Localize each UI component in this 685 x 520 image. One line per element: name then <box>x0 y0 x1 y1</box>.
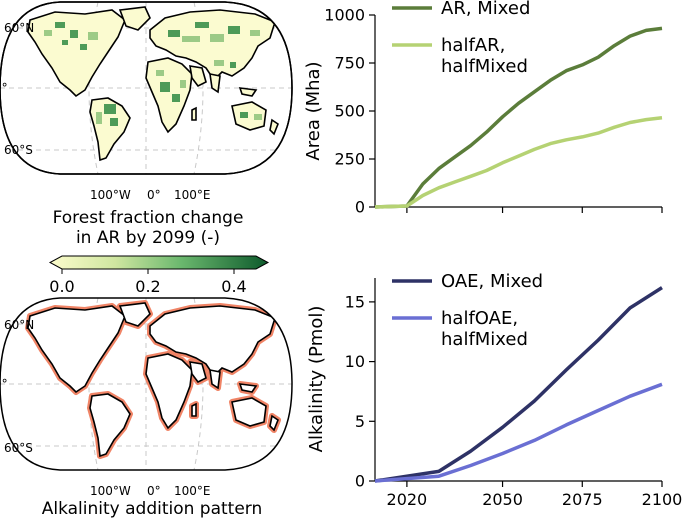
area-chart-ylabel: Area (Mha) <box>303 61 324 160</box>
lat-label-0: 0° <box>0 377 8 391</box>
alkalinity-chart-xticks: 2020 2050 2075 2100 <box>387 481 683 509</box>
lat-label-60n: 60°N <box>4 21 34 35</box>
colorbar-tick-0: 0.0 <box>49 277 74 296</box>
alkalinity-ytick-label: 15 <box>345 292 365 311</box>
lat-label-0: 0° <box>0 81 8 95</box>
alkalinity-xtick-label: 2050 <box>482 490 523 509</box>
lon-label-100w: 100°W <box>90 188 131 202</box>
lat-label-60n: 60°N <box>4 318 34 332</box>
lat-label-60s: 60°S <box>4 143 33 157</box>
alkalinity-ytick-label: 10 <box>345 352 365 371</box>
alkalinity-chart-legend: OAE, Mixed halfOAE,halfMixed <box>392 271 543 350</box>
lon-label-0: 0° <box>147 484 161 498</box>
alkalinity-chart-axes <box>374 278 662 482</box>
colorbar: 0.0 0.2 0.4 <box>48 255 270 296</box>
area-ytick-label: 500 <box>334 102 365 121</box>
map-frame <box>0 297 293 471</box>
lon-label-0: 0° <box>147 188 161 202</box>
area-chart-series <box>374 26 663 209</box>
forest-patches <box>44 22 262 126</box>
alkalinity-map: 60°N 0° 60°S 100°W 0° 100°E Alkalinity a… <box>0 297 293 519</box>
forest-map: 60°N 0° 60°S 100°W 0° 100°E Forest fract… <box>0 1 293 248</box>
alkalinity-ytick-label: 0 <box>355 472 365 491</box>
alkalinity-chart-series <box>374 286 663 483</box>
alkalinity-series-line-1 <box>374 382 663 483</box>
area-chart: 0 250 500 750 1000 AR, Mixed halfAR,halfMixed… <box>303 0 663 217</box>
area-legend-label-0: AR, Mixed <box>441 0 530 19</box>
alkalinity-chart: 0 5 10 15 2020 2050 2075 2100 OAE, Mixed halfOA… <box>306 271 682 509</box>
lon-label-100w: 100°W <box>90 484 131 498</box>
alkalinity-legend-label-1: halfOAE, <box>441 308 518 329</box>
area-chart-legend: AR, Mixed halfAR,halfMixed <box>392 0 530 77</box>
lon-label-100e: 100°E <box>174 188 211 202</box>
colorbar-tick-1: 0.2 <box>135 277 160 296</box>
alkalinity-ytick-label: 5 <box>355 412 365 431</box>
area-ytick-label: 0 <box>355 198 365 217</box>
alkalinity-chart-ylabel: Alkalinity (Pmol) <box>306 306 327 453</box>
alkalinity-series-line-0 <box>374 286 663 483</box>
area-ytick-label: 750 <box>334 54 365 73</box>
forest-caption-line1: Forest fraction change <box>53 208 244 228</box>
area-legend-label-1: halfMixed <box>441 56 528 77</box>
colorbar-tick-2: 0.4 <box>221 277 246 296</box>
lat-label-60s: 60°S <box>4 441 33 455</box>
alkalinity-xtick-label: 2075 <box>562 490 603 509</box>
alkalinity-legend-label-0: OAE, Mixed <box>441 271 543 292</box>
alkalinity-legend-label-1: halfMixed <box>441 329 528 350</box>
area-legend-label-1: halfAR, <box>441 35 505 56</box>
alkalinity-chart-yticks: 0 5 10 15 <box>345 292 375 491</box>
lon-label-100e: 100°E <box>174 484 211 498</box>
alkalinity-caption: Alkalinity addition pattern <box>42 499 263 519</box>
area-series-line-1 <box>374 115 663 209</box>
area-ytick-label: 1000 <box>324 6 365 25</box>
area-chart-yticks: 0 250 500 750 1000 <box>324 6 375 217</box>
alkalinity-xtick-label: 2020 <box>387 490 428 509</box>
alkalinity-xtick-label: 2100 <box>642 490 683 509</box>
forest-caption-line2: in AR by 2099 (-) <box>76 228 220 248</box>
area-series-line-0 <box>374 26 663 209</box>
area-ytick-label: 250 <box>334 150 365 169</box>
